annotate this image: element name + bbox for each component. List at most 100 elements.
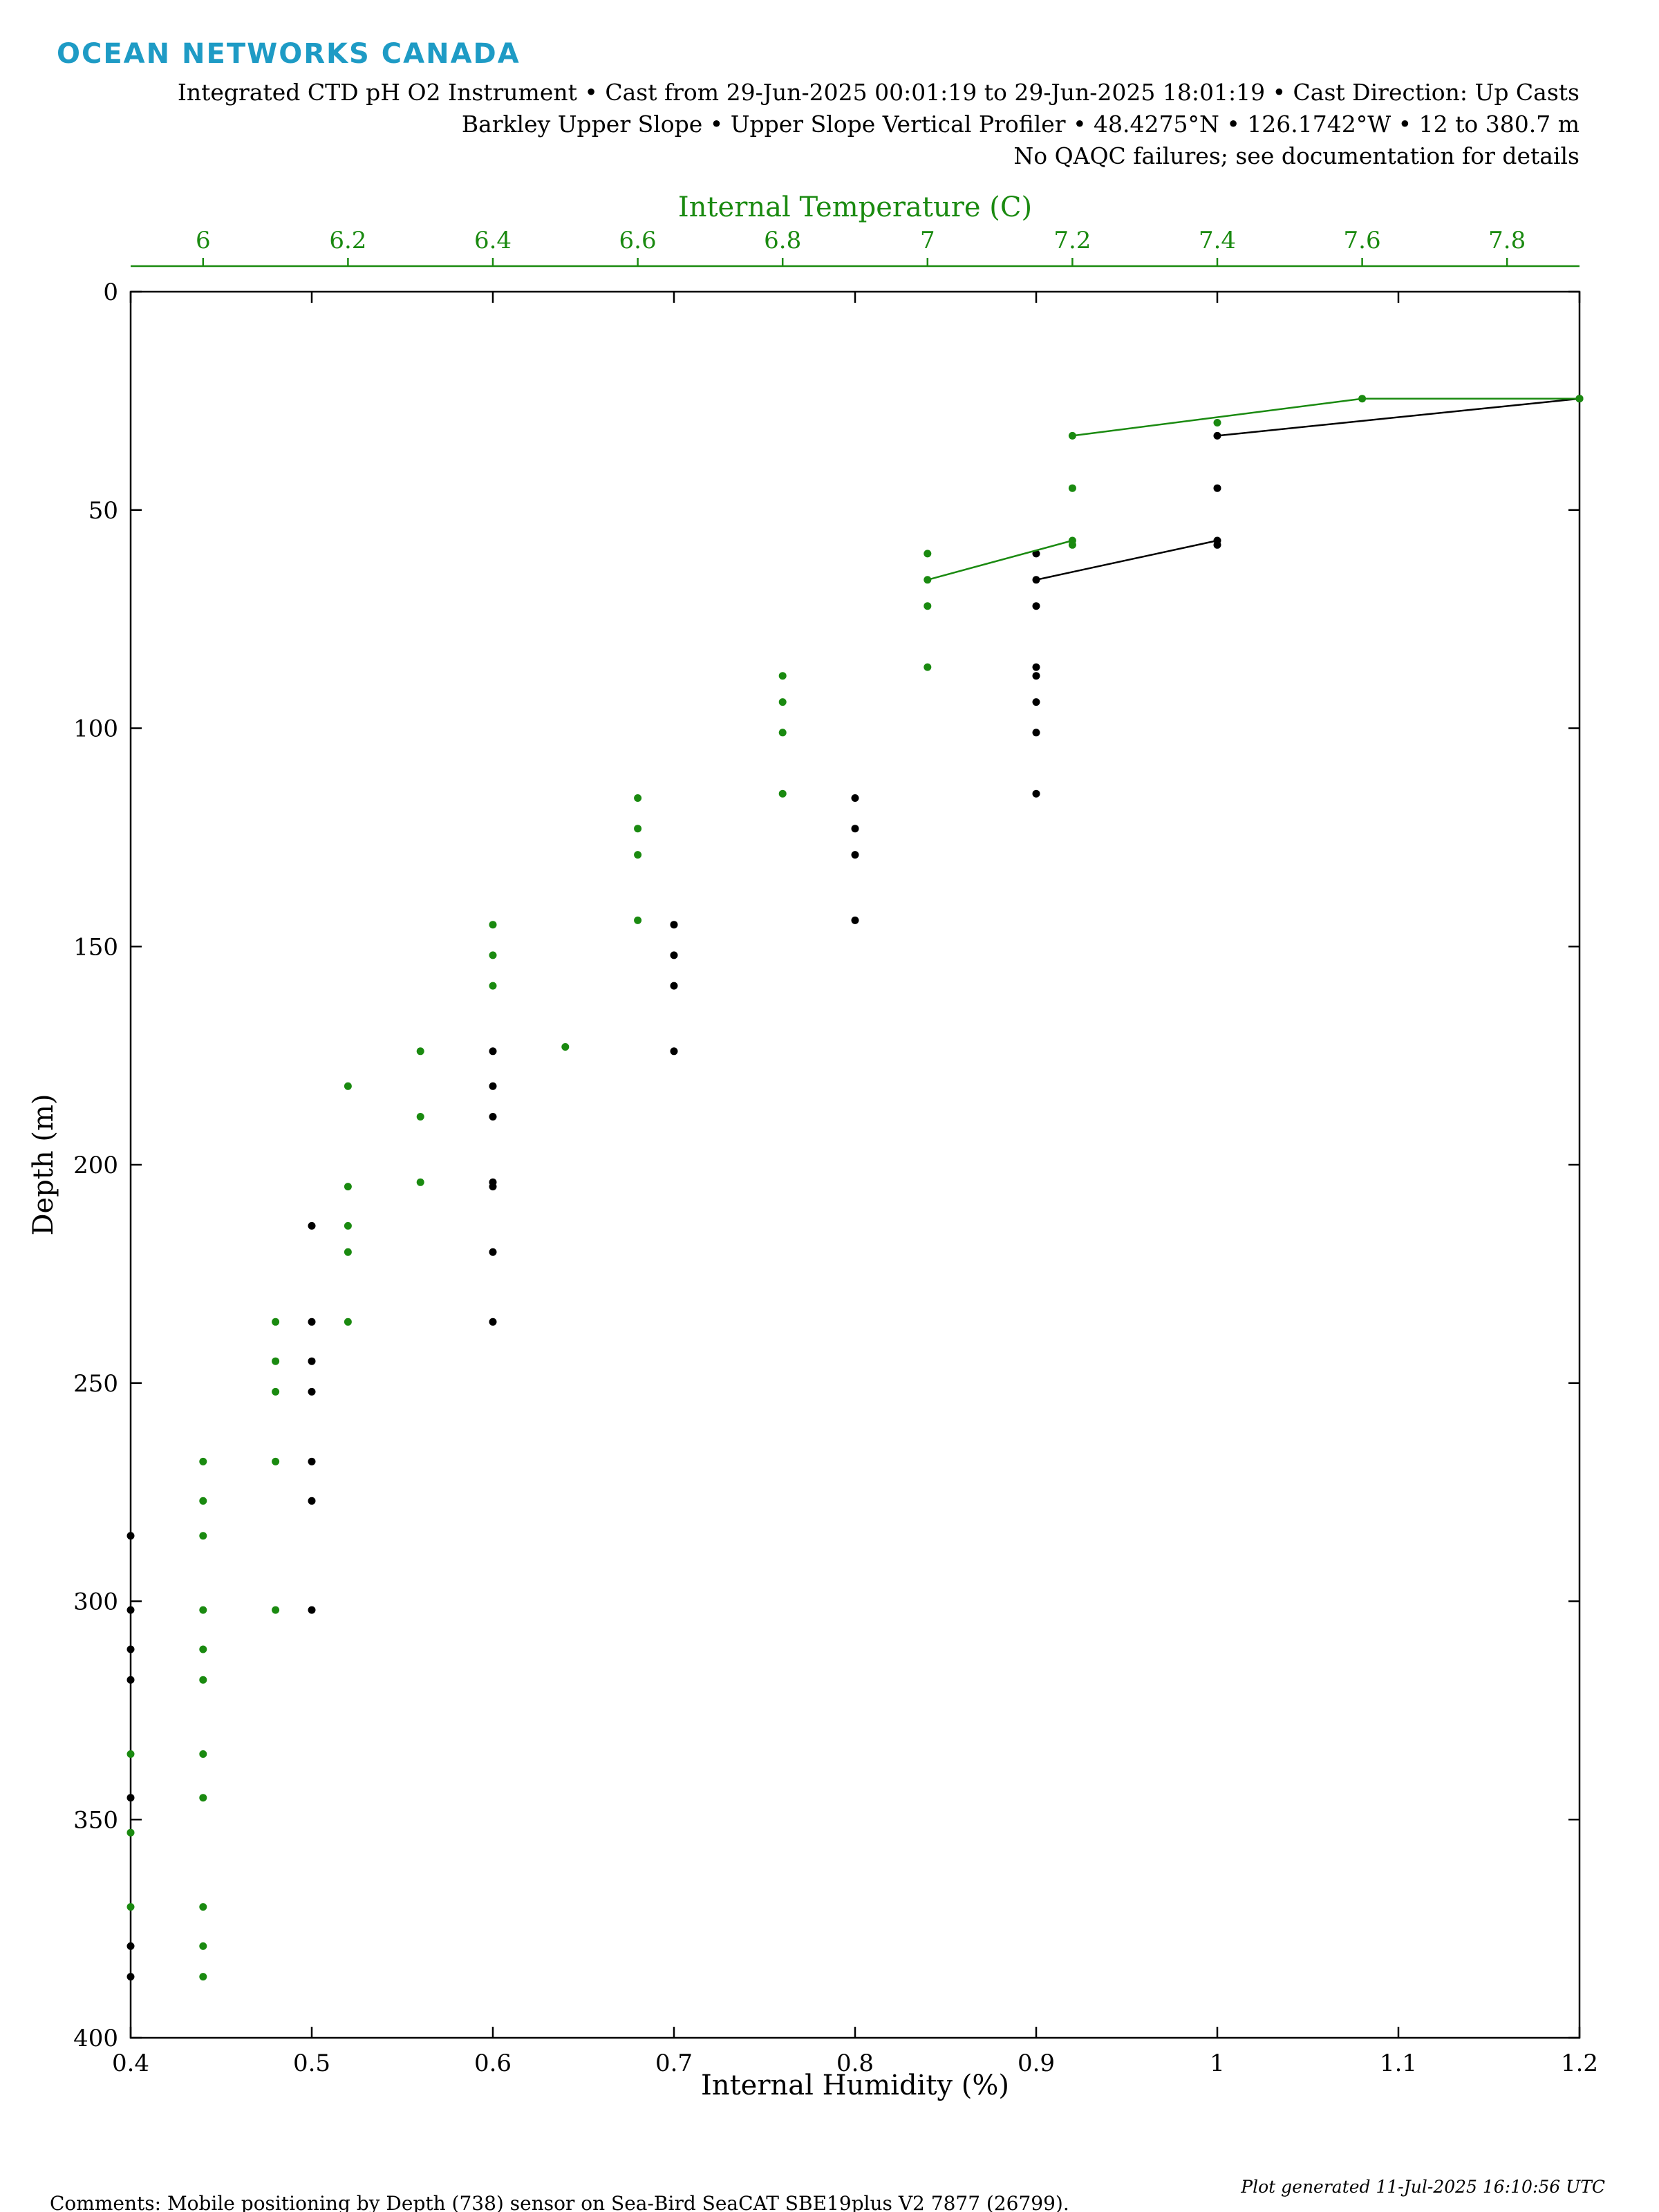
data-point [1032, 602, 1040, 610]
data-point [489, 951, 497, 959]
data-point [126, 1794, 135, 1802]
data-point [1032, 729, 1040, 737]
top-axis-label: Internal Temperature (C) [678, 191, 1032, 223]
data-point [924, 576, 932, 584]
data-point [1213, 484, 1221, 492]
data-point [851, 794, 859, 802]
y-tick-label: 200 [73, 1152, 118, 1179]
data-point [199, 1794, 207, 1802]
data-point [670, 982, 678, 990]
data-point [308, 1497, 316, 1505]
data-point [561, 1043, 570, 1051]
data-point [1032, 576, 1040, 584]
data-point [308, 1606, 316, 1614]
x-tick-label: 0.7 [655, 2050, 693, 2077]
data-point [308, 1387, 316, 1396]
top-tick-label: 7.4 [1199, 227, 1236, 254]
footer-generated: Plot generated 11-Jul-2025 16:10:56 UTC [1240, 2177, 1605, 2197]
y-tick-label: 0 [103, 279, 118, 306]
brand-logo: OCEAN NETWORKS CANADA [57, 38, 521, 70]
data-point [199, 1532, 207, 1540]
y-tick-label: 50 [88, 497, 118, 525]
data-point [670, 1047, 678, 1056]
x-tick-label: 0.5 [293, 2050, 330, 2077]
data-point [670, 951, 678, 959]
top-tick-label: 7.8 [1488, 227, 1526, 254]
y-tick-label: 250 [73, 1370, 118, 1398]
data-point [272, 1357, 280, 1365]
x-tick-label: 1 [1210, 2050, 1225, 2077]
data-point [199, 1903, 207, 1911]
series-humidity [126, 395, 1584, 1981]
data-point [126, 1942, 135, 1950]
data-point [199, 1645, 207, 1653]
y-tick-label: 150 [73, 933, 118, 961]
data-point [778, 672, 787, 680]
data-point [272, 1606, 280, 1614]
data-point [1032, 698, 1040, 706]
data-point [1032, 672, 1040, 680]
data-point [1575, 395, 1584, 403]
data-point [851, 916, 859, 924]
y-tick-label: 400 [73, 2025, 118, 2052]
data-point [634, 916, 642, 924]
data-point [1213, 419, 1221, 427]
data-point [126, 1532, 135, 1540]
series-line [1217, 397, 1580, 437]
data-point [634, 825, 642, 833]
data-point [126, 1676, 135, 1684]
data-point [199, 1497, 207, 1505]
data-point [634, 794, 642, 802]
data-point [199, 1606, 207, 1614]
data-point [272, 1387, 280, 1396]
data-point [1032, 663, 1040, 671]
data-point [344, 1221, 352, 1230]
y-tick-label: 300 [73, 1588, 118, 1616]
data-point [126, 1645, 135, 1653]
data-point [199, 1750, 207, 1758]
data-point [489, 1113, 497, 1121]
x-tick-label: 1.2 [1561, 2050, 1598, 2077]
data-point [199, 1457, 207, 1465]
data-point [126, 1903, 135, 1911]
data-point [851, 825, 859, 833]
series-line [927, 539, 1073, 581]
data-point [778, 729, 787, 737]
data-point [126, 1973, 135, 1981]
bottom-axis: 0.4 0.5 0.6 0.7 0.8 0.9 1 1.1 1.2 [112, 292, 1598, 2077]
top-tick-label: 7.2 [1053, 227, 1091, 254]
data-point [489, 1183, 497, 1191]
data-point [126, 1828, 135, 1837]
data-point [1358, 395, 1367, 403]
series-line [1072, 397, 1580, 437]
y-tick-label: 100 [73, 715, 118, 743]
data-point [1213, 431, 1221, 440]
series-line [1035, 539, 1218, 581]
x-tick-label: 1.1 [1380, 2050, 1417, 2077]
data-point [199, 1676, 207, 1684]
data-point [199, 1973, 207, 1981]
data-point [272, 1318, 280, 1326]
data-point [344, 1082, 352, 1090]
y-axis-label: Depth (m) [28, 1094, 59, 1235]
top-tick-label: 6.8 [764, 227, 801, 254]
top-tick-label: 6.6 [619, 227, 657, 254]
y-axis: 0 50 100 150 200 250 300 350 400 [73, 279, 1580, 2052]
top-tick-label: 6.4 [474, 227, 512, 254]
data-point [1213, 541, 1221, 549]
data-point [489, 1248, 497, 1256]
data-point [344, 1318, 352, 1326]
x-tick-label: 0.4 [112, 2050, 149, 2077]
chart-subtitle-instrument: Integrated CTD pH O2 Instrument • Cast f… [178, 79, 1580, 106]
data-point [416, 1113, 424, 1121]
bottom-axis-label: Internal Humidity (%) [701, 2070, 1009, 2101]
y-tick-label: 350 [73, 1806, 118, 1834]
data-point [1068, 431, 1076, 440]
data-point [670, 921, 678, 929]
data-point [416, 1047, 424, 1056]
data-point [272, 1457, 280, 1465]
x-tick-label: 0.8 [836, 2050, 874, 2077]
top-tick-label: 6.2 [329, 227, 366, 254]
data-point [489, 1047, 497, 1056]
data-point [126, 1750, 135, 1758]
